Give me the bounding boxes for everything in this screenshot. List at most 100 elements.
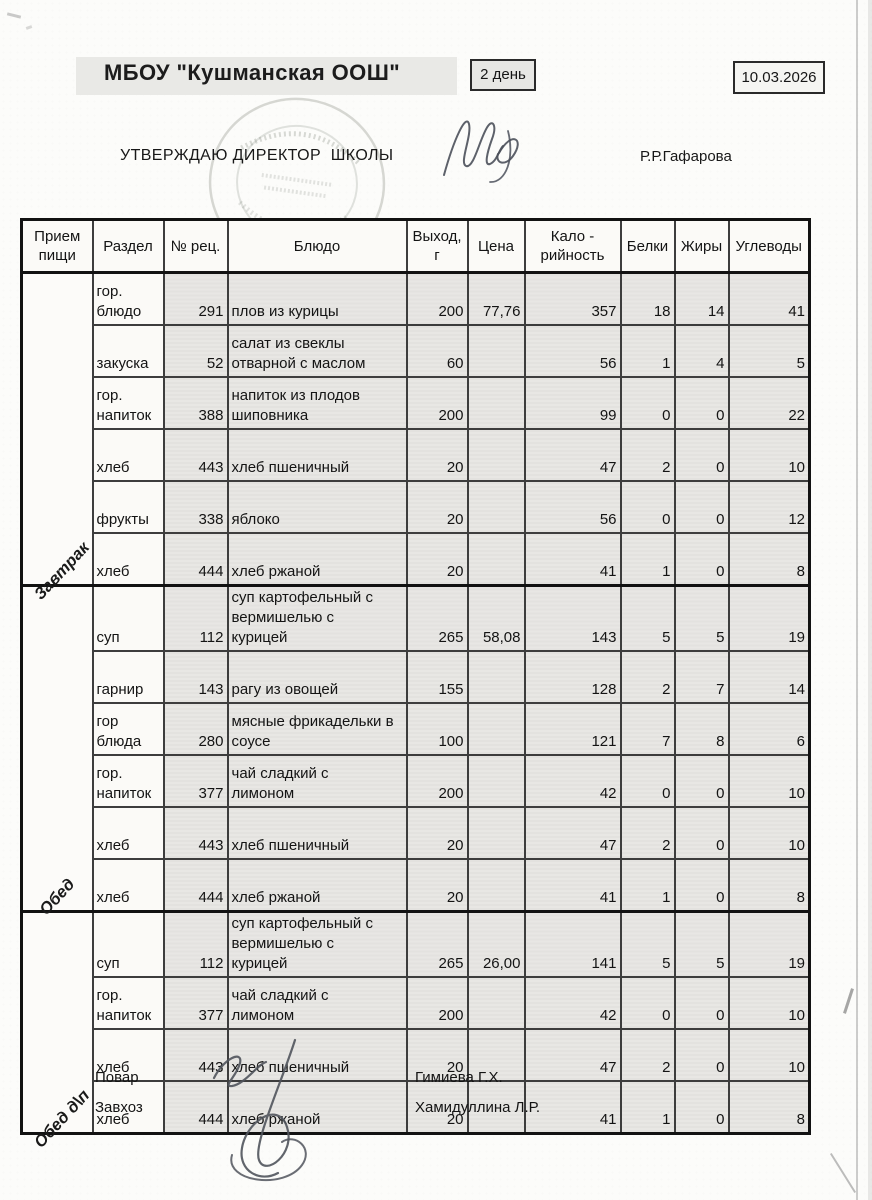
cell-razdel: хлеб bbox=[91, 806, 165, 860]
cell-protein: 0 bbox=[619, 480, 676, 534]
cell-kcal: 128 bbox=[523, 650, 622, 704]
cell-out: 200 bbox=[405, 376, 469, 430]
director-name: Р.Р.Гафарова bbox=[640, 148, 732, 165]
meal-cell: Обед д\п bbox=[20, 910, 94, 1151]
meal-cell: Завтрак bbox=[20, 271, 94, 603]
cell-kcal: 47 bbox=[523, 428, 622, 482]
day-badge: 2 день bbox=[470, 59, 536, 91]
cell-rec: 112 bbox=[162, 910, 229, 978]
cell-fat: 4 bbox=[673, 324, 730, 378]
cell-fat: 0 bbox=[673, 1028, 730, 1082]
cell-dish: напиток из плодов шиповника bbox=[226, 376, 408, 430]
scan-artifact-mark bbox=[843, 988, 854, 1014]
cell-dish: салат из свеклы отварной с маслом bbox=[226, 324, 408, 378]
cell-razdel: гор. напиток bbox=[91, 976, 165, 1030]
cell-fat: 0 bbox=[673, 480, 730, 534]
cell-protein: 5 bbox=[619, 910, 676, 978]
cell-kcal: 41 bbox=[523, 532, 622, 587]
cell-out: 265 bbox=[405, 584, 469, 652]
cell-carbs: 22 bbox=[727, 376, 811, 430]
cell-carbs: 10 bbox=[727, 806, 811, 860]
cell-carbs: 10 bbox=[727, 1028, 811, 1082]
cell-razdel: фрукты bbox=[91, 480, 165, 534]
cell-out: 100 bbox=[405, 702, 469, 756]
cell-fat: 8 bbox=[673, 702, 730, 756]
cell-protein: 0 bbox=[619, 976, 676, 1030]
cell-dish: мясные фрикадельки в соусе bbox=[226, 702, 408, 756]
scan-artifact-speck bbox=[6, 12, 22, 19]
cell-fat: 0 bbox=[673, 376, 730, 430]
cell-carbs: 8 bbox=[727, 532, 811, 587]
header-cell-meal: Прием пищи bbox=[20, 218, 94, 274]
cell-protein: 1 bbox=[619, 1080, 676, 1135]
table-row: Обед суп 112 суп картофельный с вермишелью … bbox=[20, 584, 811, 919]
cell-out: 20 bbox=[405, 858, 469, 913]
cell-kcal: 47 bbox=[523, 806, 622, 860]
steward-name: Хамидуллина Л.Р. bbox=[415, 1099, 540, 1116]
cell-carbs: 8 bbox=[727, 1080, 811, 1135]
cell-carbs: 12 bbox=[727, 480, 811, 534]
cell-razdel: гарнир bbox=[91, 650, 165, 704]
table-row: Завтрак гор. блюдо 291 плов из курицы 200 77,… bbox=[20, 271, 811, 603]
cell-out: 60 bbox=[405, 324, 469, 378]
cell-kcal: 41 bbox=[523, 1080, 622, 1135]
date-badge: 10.03.2026 bbox=[733, 61, 825, 94]
cell-carbs: 10 bbox=[727, 976, 811, 1030]
cell-protein: 2 bbox=[619, 428, 676, 482]
cell-protein: 2 bbox=[619, 806, 676, 860]
cell-price bbox=[466, 480, 526, 534]
meal-label: Обед д\п bbox=[30, 1086, 94, 1152]
cell-rec: 377 bbox=[162, 754, 229, 808]
scan-artifact-mark bbox=[829, 1152, 857, 1194]
cell-price bbox=[466, 754, 526, 808]
header-cell-dish: Блюдо bbox=[226, 218, 408, 274]
header-cell-out: Выход, г bbox=[405, 218, 469, 274]
cell-out: 20 bbox=[405, 480, 469, 534]
cell-price: 26,00 bbox=[466, 910, 526, 978]
cell-carbs: 5 bbox=[727, 324, 811, 378]
cell-fat: 7 bbox=[673, 650, 730, 704]
cell-kcal: 41 bbox=[523, 858, 622, 913]
header-cell-price: Цена bbox=[466, 218, 526, 274]
cell-fat: 0 bbox=[673, 428, 730, 482]
cell-price bbox=[466, 976, 526, 1030]
table-row: хлеб 444 хлеб ржаной 20 41 1 0 8 bbox=[22, 858, 811, 913]
cell-razdel: гор. блюдо bbox=[91, 271, 165, 326]
cell-out: 155 bbox=[405, 650, 469, 704]
cell-carbs: 6 bbox=[727, 702, 811, 756]
cell-razdel: гор блюда bbox=[91, 702, 165, 756]
cell-rec: 388 bbox=[162, 376, 229, 430]
cell-carbs: 10 bbox=[727, 754, 811, 808]
cell-price bbox=[466, 1080, 526, 1135]
table-row: гор блюда 280 мясные фрикадельки в соусе 10… bbox=[22, 702, 811, 756]
cell-dish: плов из курицы bbox=[226, 271, 408, 326]
cell-protein: 1 bbox=[619, 858, 676, 913]
cell-protein: 0 bbox=[619, 754, 676, 808]
cell-out: 20 bbox=[405, 1080, 469, 1135]
cell-price bbox=[466, 1028, 526, 1082]
cell-razdel: гор. напиток bbox=[91, 754, 165, 808]
cell-fat: 0 bbox=[673, 806, 730, 860]
cell-rec: 444 bbox=[162, 858, 229, 913]
scan-artifact-line bbox=[856, 0, 858, 1200]
cell-price: 77,76 bbox=[466, 271, 526, 326]
cell-fat: 0 bbox=[673, 1080, 730, 1135]
cell-rec: 280 bbox=[162, 702, 229, 756]
cell-rec: 143 bbox=[162, 650, 229, 704]
header-cell-rec: № рец. bbox=[162, 218, 229, 274]
cell-rec: 112 bbox=[162, 584, 229, 652]
cell-razdel: закуска bbox=[91, 324, 165, 378]
cell-out: 20 bbox=[405, 806, 469, 860]
cell-kcal: 99 bbox=[523, 376, 622, 430]
cell-protein: 5 bbox=[619, 584, 676, 652]
cell-fat: 5 bbox=[673, 584, 730, 652]
table-row: гор. напиток 377 чай сладкий с лимоном 200 4… bbox=[22, 754, 811, 808]
cell-protein: 1 bbox=[619, 532, 676, 587]
cell-kcal: 42 bbox=[523, 754, 622, 808]
school-title: МБОУ "Кушманская ООШ" bbox=[104, 60, 401, 85]
cell-price bbox=[466, 324, 526, 378]
cook-label: Повар bbox=[95, 1069, 139, 1086]
cell-out: 20 bbox=[405, 1028, 469, 1082]
cell-price bbox=[466, 806, 526, 860]
header-cell-protein: Белки bbox=[619, 218, 676, 274]
